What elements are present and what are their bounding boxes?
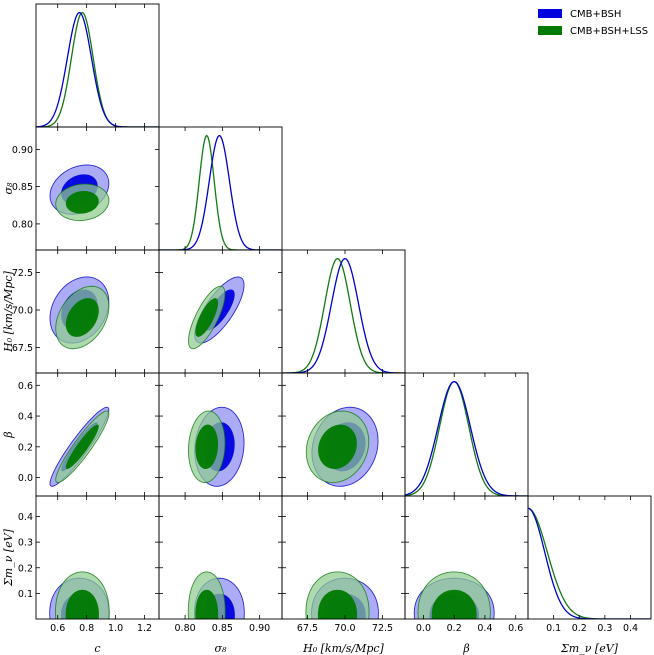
x-tick-label-beta: 0.4 [477, 623, 492, 634]
contour-68-cmb-bsh-lss-sigma8-H0 [195, 298, 219, 337]
panel-sigma8-sigma8 [159, 134, 282, 250]
x-tick-label-beta: 0.6 [508, 623, 523, 634]
contour-68-cmb-bsh-lss-H0-beta [318, 424, 357, 469]
y-tick-label-sigma8: 0.85 [12, 182, 33, 193]
y-axis-label-H0: H₀ [km/s/Mpc] [2, 270, 15, 352]
marginal-curve-c-cmb-bsh-lss [36, 11, 159, 127]
y-axis-label-sum_mnu: Σm_ν [eV] [2, 528, 15, 587]
contour-68-cmb-bsh-lss-H0-sum_mnu [317, 589, 358, 619]
y-tick-label-H0: 72.5 [12, 268, 33, 279]
x-tick-label-c: 1.2 [137, 623, 152, 634]
x-axis-label-c: c [94, 642, 100, 655]
contour-68-cmb-bsh-lss-c-sum_mnu [65, 589, 99, 619]
x-tick-label-sum_mnu: 0.4 [623, 623, 638, 634]
contour-68-cmb-bsh-lss-c-sigma8 [65, 190, 99, 214]
contour-68-cmb-bsh-lss-c-H0 [65, 298, 99, 337]
x-tick-label-c: 0.6 [50, 623, 65, 634]
x-axis-label-H0: H₀ [km/s/Mpc] [302, 642, 384, 655]
x-axis-label-beta: β [462, 642, 469, 655]
panel-H0-H0 [282, 257, 405, 373]
y-tick-label-sum_mnu: 0.4 [18, 512, 33, 523]
legend-label-cmb-bsh-lss: CMB+BSH+LSS [570, 26, 648, 37]
y-axis-label-sigma8: σ₈ [2, 182, 15, 195]
panel-c-c [36, 11, 159, 127]
contour-68-cmb-bsh-lss-beta-sum_mnu [431, 589, 477, 619]
x-tick-label-beta: 0.0 [416, 623, 431, 634]
panel-sigma8-beta [188, 406, 245, 487]
x-tick-label-H0: 67.5 [297, 623, 318, 634]
panel-beta-beta [405, 380, 528, 496]
y-axis-label-beta: β [2, 431, 15, 438]
panel-c-sigma8 [49, 164, 110, 221]
contour-68-cmb-bsh-lss-sigma8-beta [195, 424, 219, 469]
panel-c-beta [49, 406, 110, 487]
marginal-curve-H0-cmb-bsh-lss [282, 257, 405, 373]
y-tick-label-beta: 0.6 [18, 381, 33, 392]
x-axis-label-sum_mnu: Σm_ν [eV] [560, 642, 619, 655]
panel-H0-beta [305, 406, 379, 487]
y-tick-label-H0: 67.5 [12, 343, 33, 354]
panel-c-sum_mnu [49, 571, 110, 619]
panels-group: 0.80 0.85 0.90 67.5 70.0 72.5 0.0 0.2 0.4 0.6 0.6 0… [2, 3, 652, 655]
marginal-curve-sum_mnu-cmb-bsh [528, 507, 651, 619]
x-tick-label-H0: 72.5 [372, 623, 393, 634]
y-tick-label-H0: 70.0 [12, 306, 33, 317]
x-tick-label-H0: 70.0 [334, 623, 355, 634]
x-tick-label-sigma8: 0.85 [212, 623, 233, 634]
x-axis-label-sigma8: σ₈ [215, 642, 228, 655]
marginal-curve-H0-cmb-bsh [282, 257, 405, 373]
panel-H0-sum_mnu [305, 571, 379, 619]
panel-beta-sum_mnu [413, 571, 495, 619]
y-tick-label-sum_mnu: 0.3 [18, 538, 33, 549]
panel-frame-c-c [35, 3, 160, 128]
x-tick-label-sum_mnu: 0.2 [572, 623, 587, 634]
legend-swatch-cmb-bsh-lss [538, 26, 562, 35]
y-tick-label-sigma8: 0.80 [12, 219, 33, 230]
panel-c-H0 [49, 276, 110, 350]
x-tick-label-sigma8: 0.80 [175, 623, 196, 634]
legend-label-cmb-bsh: CMB+BSH [570, 9, 621, 20]
marginal-curve-beta-cmb-bsh [405, 380, 528, 496]
panel-sum_mnu-sum_mnu [528, 507, 651, 619]
marginal-curve-sigma8-cmb-bsh [159, 135, 282, 250]
marginal-curve-c-cmb-bsh [36, 12, 159, 127]
x-tick-label-sigma8: 0.90 [249, 623, 270, 634]
y-tick-label-sigma8: 0.90 [12, 145, 33, 156]
contour-68-cmb-bsh-lss-sigma8-sum_mnu [195, 589, 219, 619]
x-tick-label-c: 0.8 [79, 623, 94, 634]
legend: CMB+BSH CMB+BSH+LSS [538, 9, 648, 37]
contour-68-cmb-bsh-lss-c-beta [65, 424, 99, 469]
panel-frame-sum_mnu-sum_mnu [527, 495, 652, 620]
marginal-curve-sigma8-cmb-bsh-lss [159, 134, 282, 250]
y-tick-label-beta: 0.0 [18, 473, 33, 484]
marginal-curve-sum_mnu-cmb-bsh-lss [528, 507, 651, 619]
x-tick-label-sum_mnu: 0.1 [546, 623, 561, 634]
y-tick-label-beta: 0.2 [18, 442, 33, 453]
y-tick-label-beta: 0.4 [18, 412, 33, 423]
x-tick-label-beta: 0.2 [447, 623, 462, 634]
panel-sigma8-H0 [187, 276, 245, 350]
x-tick-label-c: 1.0 [108, 623, 123, 634]
x-tick-label-sum_mnu: 0.3 [597, 623, 612, 634]
legend-swatch-cmb-bsh [538, 9, 562, 18]
y-tick-label-sum_mnu: 0.2 [18, 563, 33, 574]
y-tick-label-sum_mnu: 0.1 [18, 589, 33, 600]
panel-sigma8-sum_mnu [187, 571, 245, 619]
